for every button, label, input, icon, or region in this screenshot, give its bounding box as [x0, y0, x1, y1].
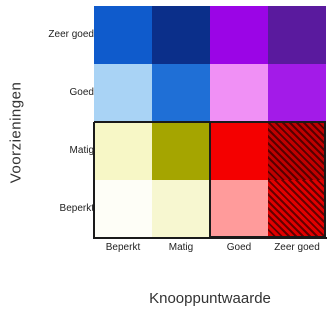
y-axis-line: [93, 122, 95, 239]
cell-goed-goed: [210, 64, 268, 122]
col-label-zeer-goed: Zeer goed: [274, 242, 320, 253]
cell-matig-goed: [210, 122, 268, 180]
col-label-goed: Goed: [226, 242, 252, 253]
col-label-beperkt: Beperkt: [105, 242, 141, 253]
x-axis-title: Knooppuntwaarde: [149, 290, 271, 307]
cell-goed-beperkt: [94, 64, 152, 122]
row-labels: Zeer goed Goed Matig Beperkt: [30, 6, 94, 238]
cell-beperkt-matig: [152, 180, 210, 238]
cell-matig-beperkt: [94, 122, 152, 180]
cell-matig-zeer-goed: [268, 122, 326, 180]
cell-beperkt-zeer-goed: [268, 180, 326, 238]
quadrant-divider-line: [94, 121, 326, 123]
col-label-matig: Matig: [168, 242, 194, 253]
row-label-beperkt: Beperkt: [59, 203, 94, 214]
cell-zeer-goed-beperkt: [94, 6, 152, 64]
row-label-zeer-goed: Zeer goed: [48, 29, 94, 40]
row-label-goed: Goed: [69, 87, 94, 98]
x-axis-line: [93, 237, 327, 239]
cell-goed-matig: [152, 64, 210, 122]
cell-beperkt-beperkt: [94, 180, 152, 238]
column-labels: Beperkt Matig Goed Zeer goed: [94, 242, 326, 274]
cell-goed-zeer-goed: [268, 64, 326, 122]
matrix-grid: [94, 6, 326, 238]
y-axis-title: Voorzieningen: [7, 81, 25, 183]
cell-beperkt-goed: [210, 180, 268, 238]
cell-zeer-goed-matig: [152, 6, 210, 64]
cell-matig-matig: [152, 122, 210, 180]
row-label-matig: Matig: [69, 145, 94, 156]
cell-zeer-goed-goed: [210, 6, 268, 64]
cell-zeer-goed-zeer-goed: [268, 6, 326, 64]
